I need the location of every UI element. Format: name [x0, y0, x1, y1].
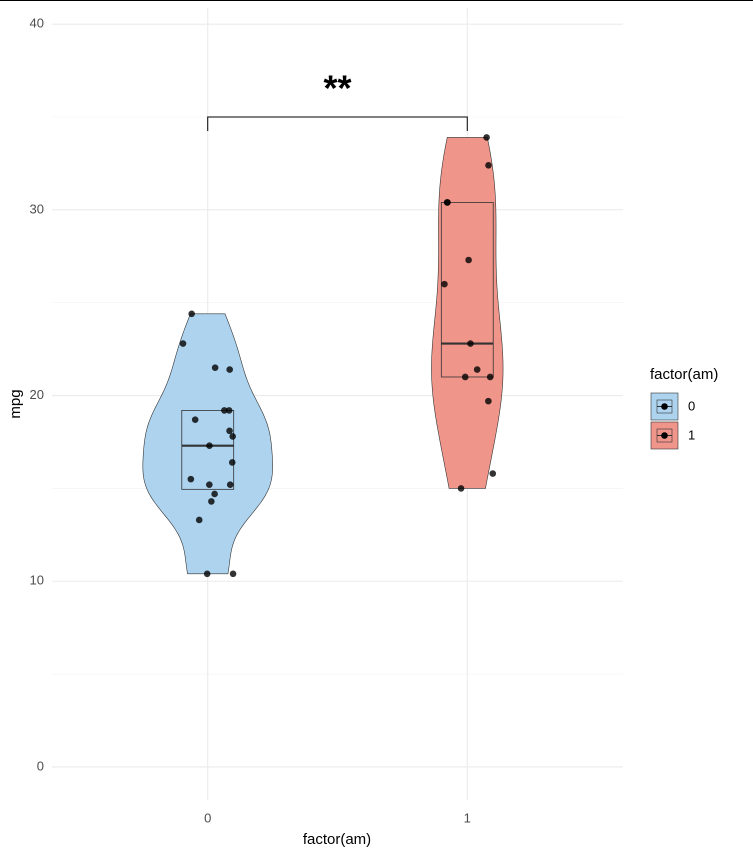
point: [191, 416, 199, 423]
point: [179, 340, 187, 347]
point: [473, 366, 481, 373]
legend-key-point: [661, 403, 668, 410]
y-tick-label: 0: [37, 758, 44, 773]
point: [203, 570, 211, 578]
point: [208, 498, 215, 505]
x-axis-title: factor(am): [303, 831, 371, 848]
point: [188, 310, 195, 318]
point: [195, 516, 203, 524]
point: [221, 407, 228, 414]
plot: [142, 134, 504, 578]
point: [485, 397, 492, 405]
y-tick-label: 20: [30, 387, 44, 402]
point: [187, 475, 195, 483]
x-tick-label: 1: [464, 810, 471, 825]
point: [229, 433, 237, 440]
legend-label: 1: [688, 427, 695, 442]
point: [467, 340, 474, 347]
point: [228, 459, 236, 466]
y-tick-label: 40: [30, 16, 44, 31]
point: [485, 161, 492, 169]
x-tick-label: 0: [204, 810, 211, 825]
point: [229, 570, 237, 578]
point: [226, 366, 233, 373]
point: [226, 481, 234, 488]
point: [441, 280, 448, 288]
violin: [431, 137, 504, 489]
point: [225, 407, 233, 414]
legend-label: 0: [688, 398, 695, 413]
legend-title: factor(am): [650, 366, 718, 383]
grid: [52, 8, 623, 800]
y-tick-label: 30: [30, 201, 44, 216]
y-tick-label: 10: [30, 573, 44, 588]
point: [461, 373, 469, 381]
point: [211, 364, 219, 371]
point: [226, 427, 233, 435]
point: [206, 481, 213, 488]
significance-bracket: [207, 116, 468, 132]
box: [181, 410, 235, 490]
significance-label: **: [323, 68, 351, 109]
point: [444, 199, 451, 206]
y-axis-title: mpg: [7, 389, 24, 418]
point: [489, 470, 497, 477]
point: [465, 256, 472, 264]
legend-key-point: [661, 432, 668, 439]
point: [211, 490, 218, 498]
point: [457, 485, 465, 492]
point: [483, 134, 490, 141]
point: [206, 442, 213, 449]
point: [486, 373, 494, 381]
